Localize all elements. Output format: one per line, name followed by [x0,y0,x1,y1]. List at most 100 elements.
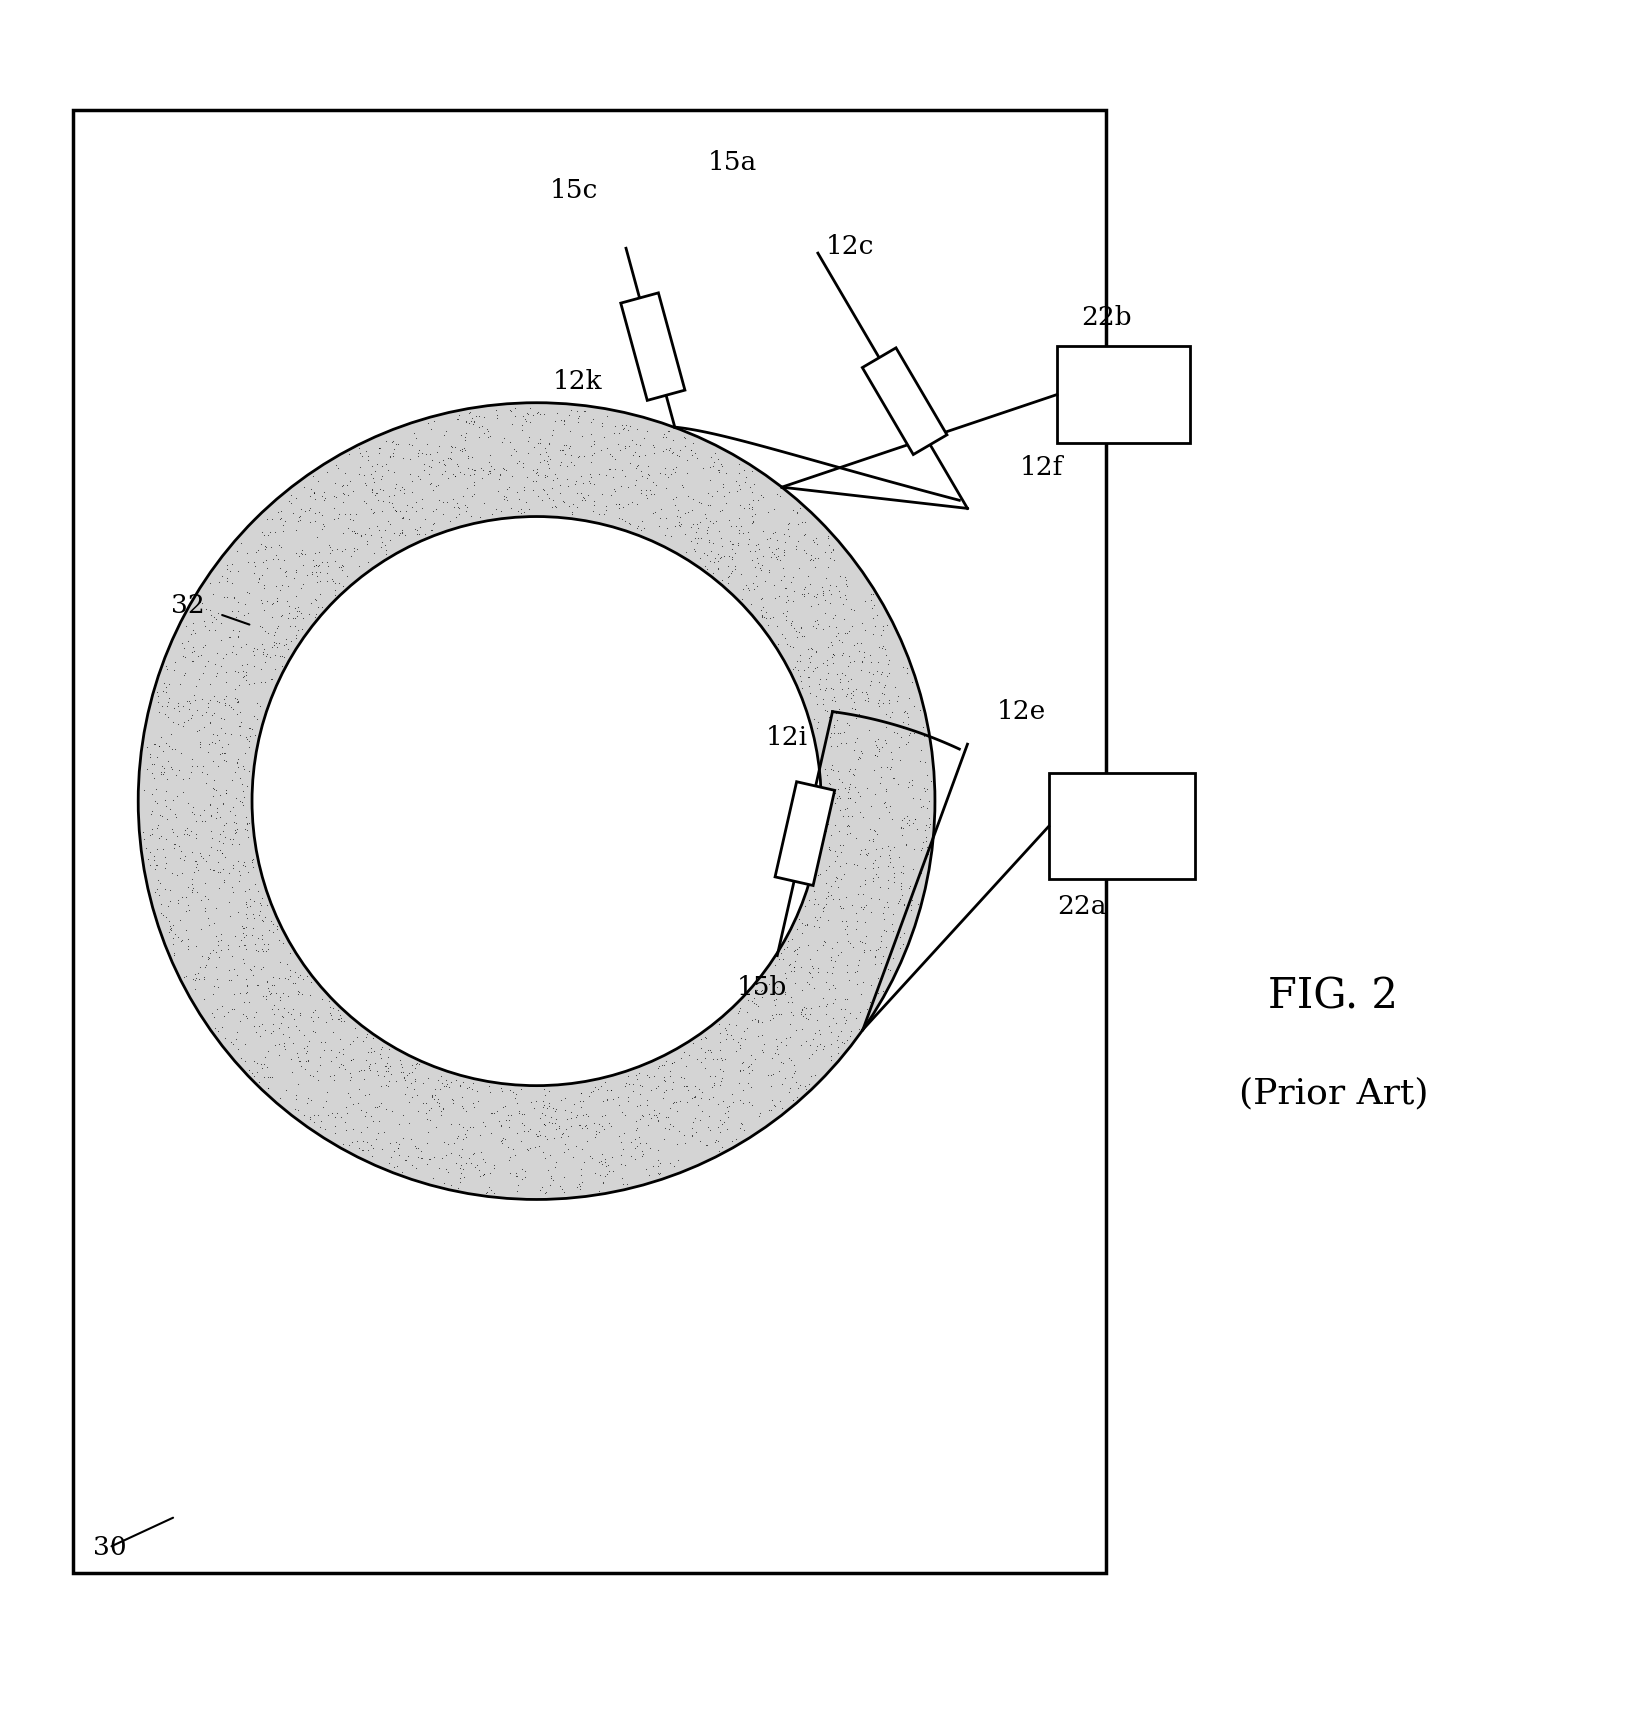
Point [372,451,398,479]
Point [172,963,198,990]
Point [870,899,896,927]
Point [709,1110,735,1138]
Point [421,407,447,434]
Point [706,556,732,583]
Point [408,1145,434,1172]
Point [327,501,353,529]
Point [537,1170,563,1198]
Point [358,522,384,549]
Point [382,458,408,486]
Point [527,1105,553,1133]
Point [550,1121,576,1148]
Point [789,1016,815,1043]
Point [533,448,559,475]
Point [216,692,242,719]
Point [205,966,231,994]
Point [628,477,654,505]
Point [459,503,485,530]
Point [837,1023,863,1050]
Point [429,1102,455,1129]
Point [524,1121,550,1148]
Point [683,1083,709,1110]
Point [267,577,293,604]
Point [558,448,584,475]
Point [153,652,179,680]
Point [894,729,920,757]
Point [527,426,553,453]
Point [167,906,193,934]
Point [728,1050,754,1078]
Point [498,1076,524,1103]
Point [228,633,254,661]
Point [634,460,660,487]
Point [846,779,872,807]
Point [211,867,237,894]
Bar [1049,774,1195,879]
Point [148,891,174,918]
Point [685,1091,711,1119]
Point [868,949,894,976]
Point [231,848,257,875]
Point [457,398,483,426]
Point [317,1002,343,1030]
Point [530,1110,556,1138]
Point [798,541,824,568]
Point [220,831,246,858]
Point [820,959,846,987]
Point [844,958,870,985]
Point [626,443,652,470]
Point [467,1122,493,1150]
Point [246,565,272,592]
Point [179,746,205,774]
Point [704,508,730,535]
Point [870,690,896,717]
Point [236,988,262,1016]
Point [824,661,850,688]
Point [528,486,554,513]
Point [613,432,639,460]
Point [259,980,285,1007]
Point [798,1062,824,1090]
Point [836,618,862,645]
Point [641,434,667,462]
Point [192,796,218,824]
Point [859,793,885,820]
Point [459,408,485,436]
Point [141,765,167,793]
Point [221,980,247,1007]
Point [689,455,715,482]
Point [815,697,841,724]
Point [374,1043,400,1071]
Point [593,462,620,489]
Point [885,686,911,714]
Point [389,520,415,547]
Point [224,686,250,714]
Point [764,1040,790,1067]
Point [343,1127,369,1155]
Point [641,1097,667,1124]
Point [839,801,865,829]
Point [288,1052,314,1079]
Point [247,897,273,925]
Point [855,659,881,686]
Point [249,1011,275,1038]
Point [834,674,860,702]
Point [841,595,867,623]
Point [532,463,558,491]
Point [785,510,811,537]
Point [270,930,296,958]
Point [299,968,325,995]
Point [860,817,886,844]
Point [250,983,276,1011]
Point [863,937,889,964]
Point [236,757,262,784]
Point [567,1175,593,1203]
Point [231,657,257,685]
Point [283,556,309,583]
Point [735,1088,761,1115]
Point [180,873,207,901]
Point [208,920,234,947]
Point [393,1072,420,1100]
Point [824,619,850,647]
Point [457,462,483,489]
